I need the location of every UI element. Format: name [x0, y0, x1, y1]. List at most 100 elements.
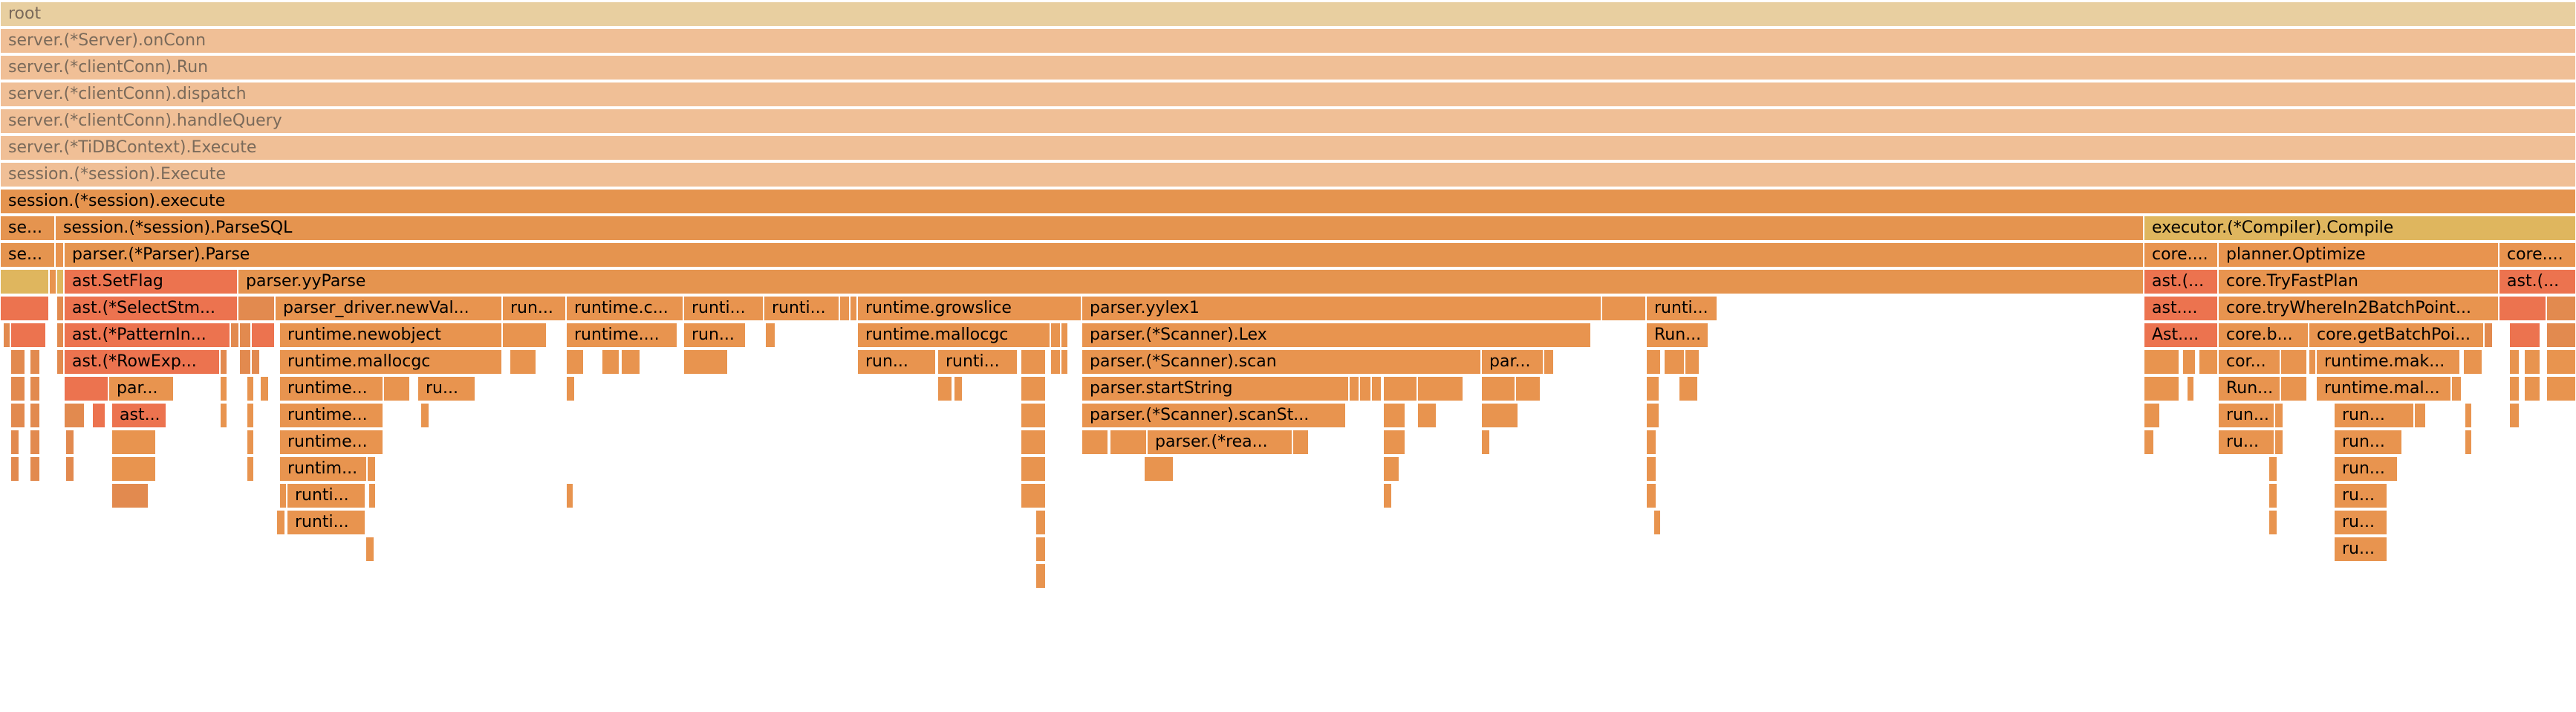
flame-frame[interactable]: [65, 456, 74, 482]
flame-frame[interactable]: [10, 323, 46, 348]
flame-frame[interactable]: parser.(*Scanner).Lex: [1082, 323, 1591, 348]
flame-frame[interactable]: [260, 376, 269, 401]
flame-frame[interactable]: ast...: [111, 403, 166, 428]
flame-frame[interactable]: ast.(*PatternIn...: [64, 323, 230, 348]
flame-frame[interactable]: parser.(*Scanner).scan: [1082, 349, 1481, 375]
flame-frame[interactable]: runtim...: [279, 456, 367, 482]
flame-frame[interactable]: [937, 376, 952, 401]
flame-frame[interactable]: [1383, 430, 1405, 455]
flame-frame[interactable]: [64, 403, 85, 428]
flame-frame[interactable]: [251, 349, 260, 375]
flame-frame[interactable]: [10, 430, 19, 455]
flame-frame[interactable]: [10, 403, 25, 428]
flame-frame[interactable]: [2182, 349, 2196, 375]
flame-frame[interactable]: planner.Optimize: [2218, 242, 2499, 268]
flame-frame[interactable]: [56, 349, 64, 375]
flame-frame[interactable]: parser.startString: [1082, 376, 1349, 401]
flame-frame[interactable]: [1646, 430, 1656, 455]
flame-frame[interactable]: runti...: [1646, 296, 1717, 321]
flame-frame[interactable]: [239, 323, 251, 348]
flame-frame[interactable]: [2144, 376, 2179, 401]
flame-frame[interactable]: [502, 323, 547, 348]
flame-frame[interactable]: ru...: [2218, 430, 2274, 455]
flame-frame[interactable]: runti...: [287, 483, 365, 508]
flame-frame[interactable]: runti...: [683, 296, 764, 321]
flame-frame[interactable]: [2280, 376, 2307, 401]
flame-frame[interactable]: core.b...: [2218, 323, 2309, 348]
flame-frame[interactable]: [49, 269, 56, 294]
flame-frame[interactable]: [1082, 430, 1108, 455]
flame-frame[interactable]: [30, 403, 40, 428]
flame-frame[interactable]: [55, 242, 64, 268]
flame-frame[interactable]: [1646, 483, 1656, 508]
flame-frame[interactable]: [279, 483, 287, 508]
flame-frame[interactable]: session.(*session).execute: [0, 189, 2576, 214]
flame-frame[interactable]: [2465, 430, 2472, 455]
flame-frame[interactable]: [1292, 430, 1309, 455]
flame-frame[interactable]: [1021, 483, 1046, 508]
flame-frame[interactable]: ru...: [2334, 483, 2387, 508]
flame-frame[interactable]: [367, 456, 376, 482]
flame-frame[interactable]: runtime....: [566, 323, 677, 348]
flame-frame[interactable]: ru...: [2334, 510, 2387, 535]
flame-frame[interactable]: ast....: [2144, 296, 2218, 321]
flame-frame[interactable]: [0, 296, 49, 321]
flame-frame[interactable]: root: [0, 1, 2576, 27]
flame-frame[interactable]: ast.SetFlag: [64, 269, 238, 294]
flame-frame[interactable]: runtime...: [279, 376, 383, 401]
flame-frame[interactable]: par...: [108, 376, 174, 401]
flame-frame[interactable]: runti...: [764, 296, 839, 321]
flame-frame[interactable]: [2546, 349, 2576, 375]
flame-frame[interactable]: [3, 323, 10, 348]
flame-frame[interactable]: [2546, 296, 2576, 321]
flame-frame[interactable]: server.(*TiDBContext).Execute: [0, 135, 2576, 161]
flame-frame[interactable]: runtime.mallocgc: [857, 323, 1050, 348]
flame-frame[interactable]: session.(*session).Execute: [0, 162, 2576, 187]
flame-frame[interactable]: [1664, 349, 1685, 375]
flame-frame[interactable]: [247, 376, 254, 401]
flame-frame[interactable]: [566, 349, 584, 375]
flame-frame[interactable]: run...: [2334, 403, 2414, 428]
flame-frame[interactable]: [238, 296, 275, 321]
flame-frame[interactable]: runtime.newobject: [279, 323, 502, 348]
flame-frame[interactable]: [239, 349, 251, 375]
flame-frame[interactable]: [1110, 430, 1147, 455]
flame-frame[interactable]: parser_driver.newVal...: [275, 296, 502, 321]
flame-frame[interactable]: [1035, 537, 1046, 562]
flame-frame[interactable]: [2463, 349, 2482, 375]
flame-frame[interactable]: [1601, 296, 1646, 321]
flame-frame[interactable]: server.(*clientConn).dispatch: [0, 82, 2576, 107]
flame-frame[interactable]: [10, 376, 25, 401]
flame-frame[interactable]: [765, 323, 775, 348]
flame-frame[interactable]: [30, 456, 40, 482]
flame-frame[interactable]: ast.(...: [2499, 269, 2576, 294]
flame-frame[interactable]: [2144, 403, 2160, 428]
flame-frame[interactable]: [2499, 296, 2546, 321]
flame-frame[interactable]: [1481, 376, 1515, 401]
flame-frame[interactable]: [1144, 456, 1174, 482]
flame-frame[interactable]: runtime.c...: [566, 296, 683, 321]
flame-frame[interactable]: Run...: [2218, 376, 2280, 401]
flame-frame[interactable]: runtime.growslice: [857, 296, 1082, 321]
flame-frame[interactable]: [1061, 323, 1068, 348]
flame-frame[interactable]: ast.(...: [2144, 269, 2218, 294]
flame-frame[interactable]: ast.(*SelectStm...: [64, 296, 238, 321]
flame-frame[interactable]: parser.(*Scanner).scanSt...: [1082, 403, 1346, 428]
flame-frame[interactable]: [65, 430, 74, 455]
flame-frame[interactable]: [850, 296, 857, 321]
flame-frame[interactable]: [1035, 563, 1046, 589]
flame-frame[interactable]: [2268, 483, 2277, 508]
flame-frame[interactable]: [247, 403, 254, 428]
flame-frame[interactable]: [2199, 349, 2218, 375]
flame-frame[interactable]: run...: [502, 296, 566, 321]
flame-frame[interactable]: [1021, 376, 1046, 401]
flame-frame[interactable]: core....: [2499, 242, 2576, 268]
flame-frame[interactable]: [1383, 403, 1405, 428]
flame-frame[interactable]: [1646, 376, 1659, 401]
flame-frame[interactable]: [1035, 510, 1046, 535]
flame-frame[interactable]: [1359, 376, 1371, 401]
flame-frame[interactable]: [2309, 349, 2316, 375]
flame-frame[interactable]: runti...: [937, 349, 1018, 375]
flame-frame[interactable]: [566, 483, 573, 508]
flame-frame[interactable]: [2274, 403, 2283, 428]
